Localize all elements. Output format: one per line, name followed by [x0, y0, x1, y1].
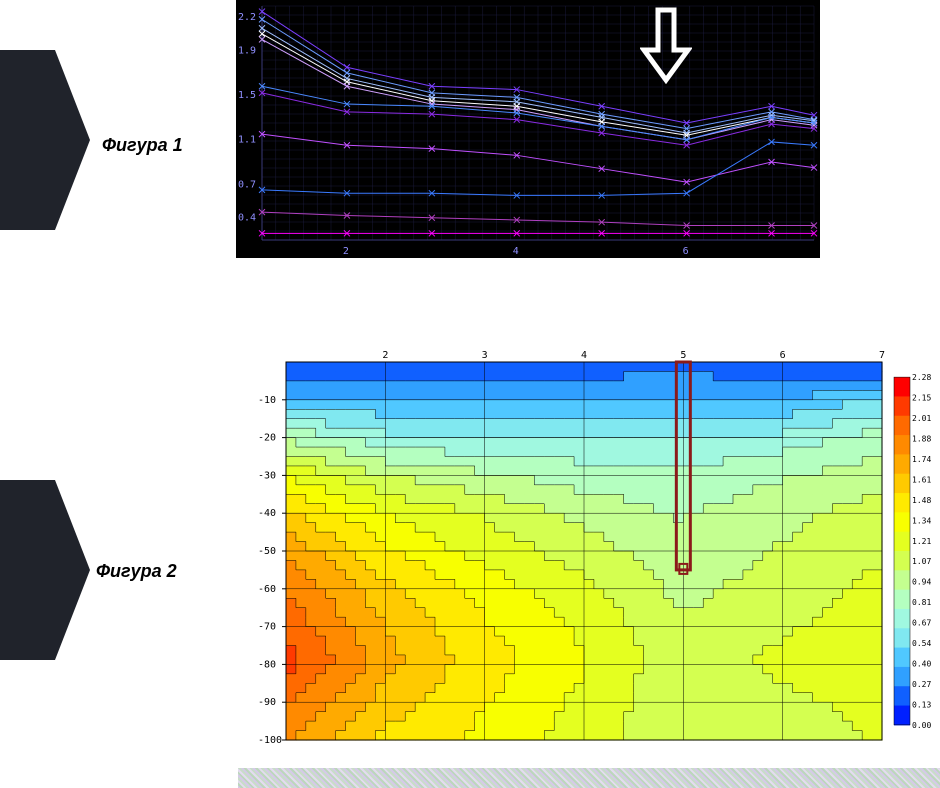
- svg-text:0.40: 0.40: [912, 660, 931, 669]
- noise-strip: [238, 768, 940, 788]
- svg-text:1.88: 1.88: [912, 434, 931, 443]
- svg-text:0.4: 0.4: [238, 213, 256, 224]
- svg-text:0.7: 0.7: [238, 179, 256, 190]
- svg-text:-100: -100: [258, 735, 282, 746]
- svg-text:5: 5: [680, 350, 686, 361]
- svg-text:2.01: 2.01: [912, 414, 931, 423]
- svg-text:-70: -70: [258, 622, 276, 633]
- figure2-label: Фигура 2: [96, 561, 177, 582]
- svg-text:4: 4: [581, 350, 587, 361]
- svg-text:1.1: 1.1: [238, 135, 256, 146]
- svg-text:1.61: 1.61: [912, 475, 931, 484]
- svg-text:-10: -10: [258, 395, 276, 406]
- svg-text:0.27: 0.27: [912, 680, 931, 689]
- svg-text:0.94: 0.94: [912, 578, 931, 587]
- pentagon-marker-1: [0, 50, 90, 230]
- svg-text:1.9: 1.9: [238, 46, 256, 57]
- svg-text:-60: -60: [258, 584, 276, 595]
- svg-text:1.34: 1.34: [912, 516, 931, 525]
- svg-text:1.07: 1.07: [912, 557, 931, 566]
- svg-text:6: 6: [683, 246, 689, 257]
- svg-text:1.21: 1.21: [912, 537, 931, 546]
- svg-text:1.74: 1.74: [912, 455, 931, 464]
- svg-text:-90: -90: [258, 697, 276, 708]
- svg-text:7: 7: [879, 350, 885, 361]
- svg-text:2.28: 2.28: [912, 373, 931, 382]
- figure1-label: Фигура 1: [102, 135, 183, 156]
- svg-text:0.13: 0.13: [912, 700, 931, 709]
- svg-text:3: 3: [482, 350, 488, 361]
- down-arrow-icon: [640, 6, 692, 84]
- pentagon-marker-2: [0, 480, 90, 660]
- svg-text:-30: -30: [258, 470, 276, 481]
- svg-text:-20: -20: [258, 433, 276, 444]
- svg-text:0.81: 0.81: [912, 598, 931, 607]
- svg-text:-40: -40: [258, 508, 276, 519]
- svg-text:2.15: 2.15: [912, 394, 931, 403]
- svg-text:0.54: 0.54: [912, 639, 931, 648]
- svg-text:1.5: 1.5: [238, 90, 256, 101]
- svg-text:4: 4: [513, 246, 519, 257]
- svg-text:0.67: 0.67: [912, 619, 931, 628]
- svg-text:6: 6: [780, 350, 786, 361]
- svg-text:0.00: 0.00: [912, 721, 931, 730]
- line-chart: 0.4 0.7 1.1 1.5 1.9 2.2 2 4 6: [236, 0, 820, 258]
- svg-text:1.48: 1.48: [912, 496, 931, 505]
- svg-text:2: 2: [343, 246, 349, 257]
- svg-text:-50: -50: [258, 546, 276, 557]
- svg-text:-80: -80: [258, 659, 276, 670]
- svg-text:2: 2: [382, 350, 388, 361]
- svg-text:2.2: 2.2: [238, 12, 256, 23]
- contour-heatmap: 2 3 4 5 6 7 -10 -20 -30 -40 -50 -60 -70 -80 -90 -100 2.2…: [238, 346, 940, 746]
